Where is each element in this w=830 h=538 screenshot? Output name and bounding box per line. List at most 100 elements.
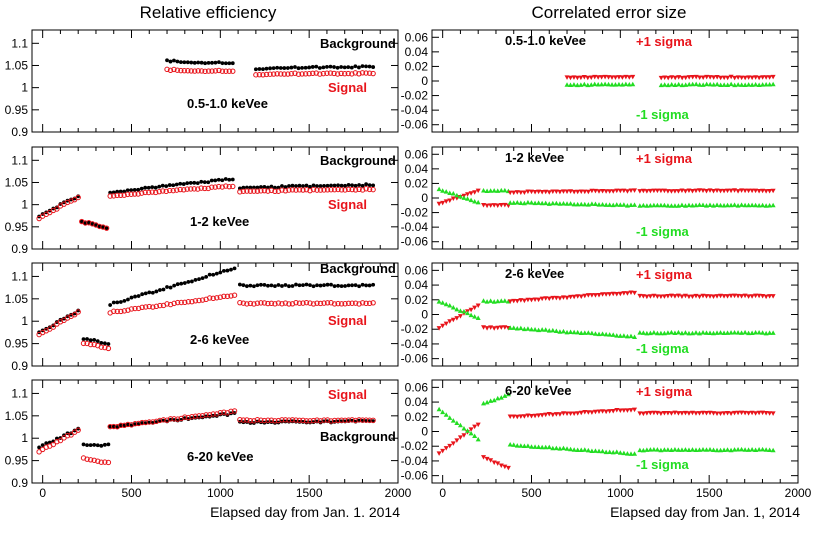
signal-point xyxy=(300,417,306,424)
plus-sigma-point xyxy=(518,414,524,419)
y-tick-label: 1 xyxy=(21,198,28,212)
plus-sigma-point xyxy=(575,294,581,299)
plus-sigma-point xyxy=(693,411,699,416)
minus-sigma-point xyxy=(739,446,745,452)
minus-sigma-point xyxy=(528,326,534,332)
minus-sigma-point xyxy=(693,447,699,453)
minus-sigma-point xyxy=(628,202,634,207)
signal-point xyxy=(286,301,292,307)
plus-sigma-point xyxy=(728,188,734,194)
panel-energy-label: 0.5-1.0 keVee xyxy=(505,33,586,48)
plus-sigma-point xyxy=(443,321,449,327)
minus-sigma-point xyxy=(532,200,538,206)
plus-sigma-point xyxy=(472,190,478,195)
plus-sigma-point xyxy=(532,297,538,302)
background-point xyxy=(146,185,151,190)
minus-sigma-point xyxy=(689,203,695,208)
x-tick-label: 1000 xyxy=(607,486,634,500)
minus-sigma-point xyxy=(514,200,520,205)
plus-sigma-point xyxy=(621,291,627,296)
plus-sigma-point xyxy=(704,294,709,299)
background-point xyxy=(140,292,145,297)
plus-sigma-point xyxy=(682,410,688,416)
minus-sigma-point xyxy=(607,332,613,337)
minus-sigma-point xyxy=(546,444,552,450)
signal-point xyxy=(321,300,327,306)
background-point xyxy=(367,183,372,188)
background-point xyxy=(283,283,288,287)
background-point xyxy=(296,66,301,71)
background-point xyxy=(318,283,323,288)
panel-frame-right-2 xyxy=(431,146,799,250)
plus-sigma-point xyxy=(654,294,660,299)
background-point xyxy=(255,185,260,190)
y-tick-label: 0.9 xyxy=(11,242,28,256)
minus-sigma-point xyxy=(707,447,713,452)
plus-sigma-point xyxy=(614,188,620,194)
plus-sigma-point xyxy=(575,411,581,416)
plus-sigma-point xyxy=(585,293,591,298)
signal-point xyxy=(359,300,366,306)
signal-point xyxy=(146,189,152,196)
minus-sigma-point xyxy=(728,202,734,208)
background-point xyxy=(160,183,165,188)
plus-sigma-point xyxy=(679,188,685,193)
minus-sigma-point xyxy=(623,81,629,87)
plus-sigma-point xyxy=(539,189,545,195)
plus-sigma-point xyxy=(672,410,678,416)
minus-sigma-point xyxy=(607,449,613,455)
signal-point xyxy=(352,187,359,193)
plus-sigma-point xyxy=(585,189,591,195)
background-point xyxy=(328,64,333,69)
signal-point xyxy=(366,300,373,307)
minus-sigma-point xyxy=(689,330,695,336)
plus-sigma-point xyxy=(725,75,731,81)
minus-sigma-point xyxy=(760,202,766,208)
minus-sigma-point xyxy=(592,331,598,336)
plus-sigma-point xyxy=(507,190,513,196)
signal-point xyxy=(268,187,275,194)
minus-sigma-point xyxy=(571,201,577,207)
signal-point xyxy=(91,457,97,463)
minus-sigma-point xyxy=(488,298,494,303)
minus-sigma-point xyxy=(595,82,601,87)
plus-sigma-point xyxy=(658,411,664,416)
signal-point xyxy=(370,70,376,77)
background-point xyxy=(154,289,159,294)
plus-sigma-point xyxy=(543,296,549,301)
background-point xyxy=(95,443,100,448)
background-point xyxy=(271,66,276,70)
background-point xyxy=(92,338,97,342)
plus-sigma-point xyxy=(550,295,556,301)
panel-energy-label: 6-20 keVee xyxy=(187,449,254,464)
background-point xyxy=(172,58,176,63)
plus-sigma-point xyxy=(440,323,446,329)
plus-sigma-point xyxy=(679,294,685,299)
plus-sigma-point xyxy=(457,435,463,440)
minus-sigma-point xyxy=(714,81,720,87)
minus-sigma-point xyxy=(440,300,446,305)
minus-sigma-point xyxy=(610,449,616,455)
signal-point xyxy=(282,300,289,306)
background-point xyxy=(357,65,361,70)
plus-sigma-point xyxy=(760,293,766,299)
plus-sigma-point xyxy=(718,411,724,416)
signal-point xyxy=(342,187,348,193)
plus-sigma-point xyxy=(742,188,748,194)
signal-point xyxy=(167,187,173,194)
background-point xyxy=(273,185,277,190)
signal-point xyxy=(258,300,264,306)
background-point xyxy=(218,270,223,275)
signal-point xyxy=(117,192,124,198)
plus-sigma-point xyxy=(602,74,608,80)
right-column-title: Correlated error size xyxy=(532,3,687,22)
minus-sigma-point xyxy=(626,82,632,87)
signal-legend-label: Signal xyxy=(328,80,367,95)
plus-sigma-point xyxy=(614,408,620,413)
panel-energy-label: 1-2 keVee xyxy=(505,150,564,165)
signal-point xyxy=(300,300,306,306)
plus-sigma-point xyxy=(481,203,487,208)
background-point xyxy=(197,415,201,420)
minus-sigma-point xyxy=(647,447,653,452)
background-legend-label: Background xyxy=(320,36,396,51)
